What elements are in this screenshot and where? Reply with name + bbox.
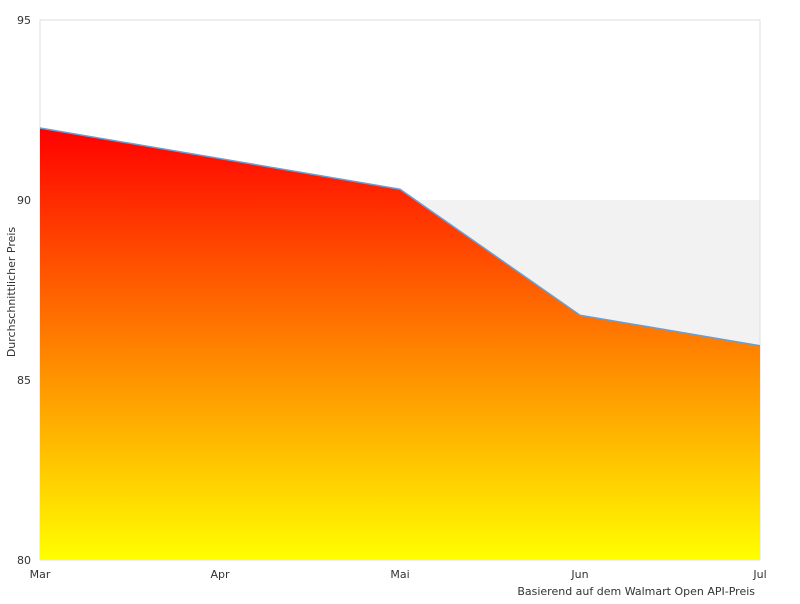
y-axis-ticks: 80 85 90 95 bbox=[17, 14, 31, 567]
source-note: Basierend auf dem Walmart Open API-Preis bbox=[517, 585, 755, 598]
y-tick-label: 90 bbox=[17, 194, 31, 207]
y-tick-label: 80 bbox=[17, 554, 31, 567]
area-fill bbox=[40, 128, 760, 560]
x-tick-label: Mar bbox=[30, 568, 51, 581]
x-tick-label: Mai bbox=[390, 568, 409, 581]
x-tick-label: Jul bbox=[752, 568, 766, 581]
x-tick-label: Apr bbox=[210, 568, 230, 581]
y-axis-title: Durchschnittlicher Preis bbox=[5, 227, 18, 358]
x-axis-ticks: Mar Apr Mai Jun Jul bbox=[30, 568, 767, 581]
y-tick-label: 85 bbox=[17, 374, 31, 387]
x-tick-label: Jun bbox=[570, 568, 588, 581]
series-line bbox=[39, 127, 761, 347]
y-tick-label: 95 bbox=[17, 14, 31, 27]
